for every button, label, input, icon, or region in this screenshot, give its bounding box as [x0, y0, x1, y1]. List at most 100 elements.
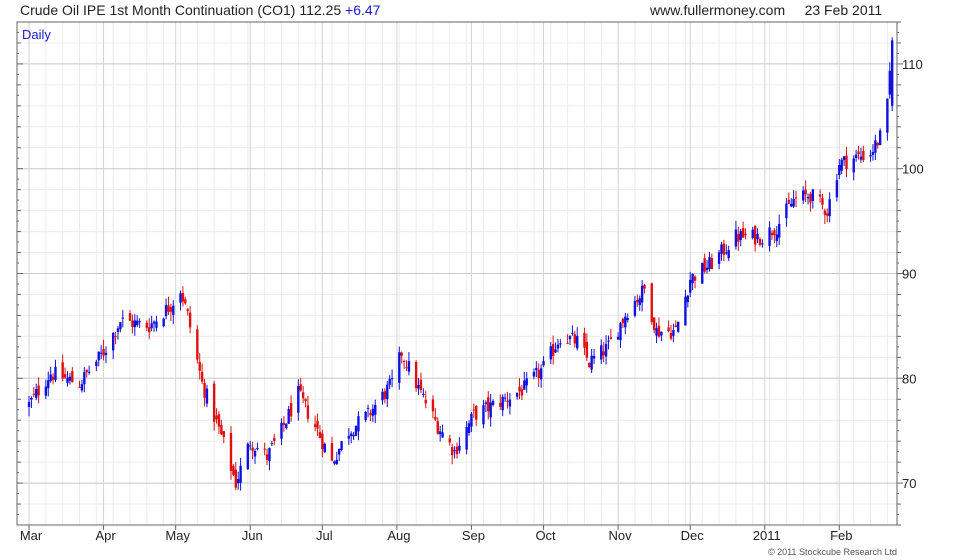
candle [657, 317, 661, 338]
candle [640, 280, 644, 312]
x-tick-label: Dec [681, 528, 705, 543]
candle [806, 193, 810, 205]
candle [164, 298, 168, 320]
candle [424, 390, 427, 409]
candle [739, 228, 742, 247]
y-tick-label: 90 [902, 267, 916, 282]
candle [600, 339, 603, 365]
candle [691, 273, 694, 291]
candle [515, 392, 519, 400]
candle [299, 377, 302, 392]
candle [198, 353, 201, 380]
candle [804, 180, 807, 202]
candle [419, 372, 423, 394]
candle [441, 424, 444, 438]
candle [265, 448, 269, 466]
candle [503, 393, 507, 402]
candle [337, 448, 341, 462]
candle [652, 317, 656, 334]
candle [323, 442, 326, 453]
candle [162, 317, 165, 328]
candle [835, 173, 839, 202]
candle [63, 367, 67, 379]
candle [638, 295, 641, 311]
candle [852, 155, 855, 181]
x-tick-label: 2011 [753, 528, 781, 543]
candle [501, 394, 504, 417]
candle [768, 221, 771, 252]
candle [655, 322, 658, 344]
candle [874, 134, 877, 160]
candle [888, 62, 891, 99]
last-price: 112.25 [299, 2, 342, 18]
candle [571, 325, 574, 336]
candle [551, 335, 555, 365]
copyright-note: © 2011 Stockcube Research Ltd [768, 547, 897, 557]
candle [674, 320, 677, 328]
candle [693, 275, 697, 289]
candle [121, 310, 124, 328]
candle [388, 375, 391, 389]
candle [636, 294, 639, 307]
candle [285, 423, 288, 430]
candle [111, 332, 115, 360]
candle [585, 333, 589, 362]
candle [398, 346, 401, 390]
candle [525, 372, 528, 393]
candle [818, 189, 822, 203]
candle [136, 315, 139, 328]
candle [744, 228, 747, 240]
candle [330, 436, 334, 462]
candle [602, 342, 605, 363]
x-tick-label: Mar [20, 528, 43, 543]
y-tick-label: 100 [902, 162, 924, 177]
candle [773, 228, 776, 244]
candle [220, 419, 223, 436]
candle [722, 239, 726, 262]
candle [458, 437, 461, 454]
candle [737, 226, 740, 251]
candle [523, 371, 526, 390]
candle [811, 188, 815, 209]
candle [559, 339, 562, 348]
candle [604, 335, 608, 365]
candle [321, 429, 324, 458]
candle [155, 315, 158, 332]
candle [306, 395, 310, 423]
candle [448, 434, 451, 446]
candle [710, 253, 714, 270]
candle [434, 408, 437, 421]
candle [47, 371, 50, 397]
candle [677, 321, 680, 333]
candle [196, 325, 199, 364]
candle [878, 128, 882, 146]
candle [97, 351, 100, 367]
x-tick-label: Aug [387, 528, 410, 543]
candle [44, 379, 48, 400]
candle [859, 147, 863, 163]
candle [802, 186, 805, 205]
x-tick-label: Sep [462, 528, 485, 543]
candle [741, 221, 745, 238]
candle [862, 145, 865, 163]
candle [487, 391, 490, 420]
candle [381, 388, 384, 405]
candle [354, 425, 358, 437]
candle [316, 413, 319, 436]
candle [364, 411, 367, 423]
candle [542, 356, 545, 367]
candle [366, 404, 370, 418]
period-label: Daily [22, 27, 51, 42]
candle [518, 378, 521, 400]
candle [703, 253, 706, 274]
candle [616, 332, 620, 340]
candle [186, 308, 189, 316]
candle [357, 411, 360, 441]
candle [152, 320, 156, 332]
x-tick-label: Nov [609, 528, 633, 543]
candle [643, 283, 646, 294]
candle [532, 368, 536, 380]
candle [374, 399, 377, 424]
candle [756, 228, 759, 244]
